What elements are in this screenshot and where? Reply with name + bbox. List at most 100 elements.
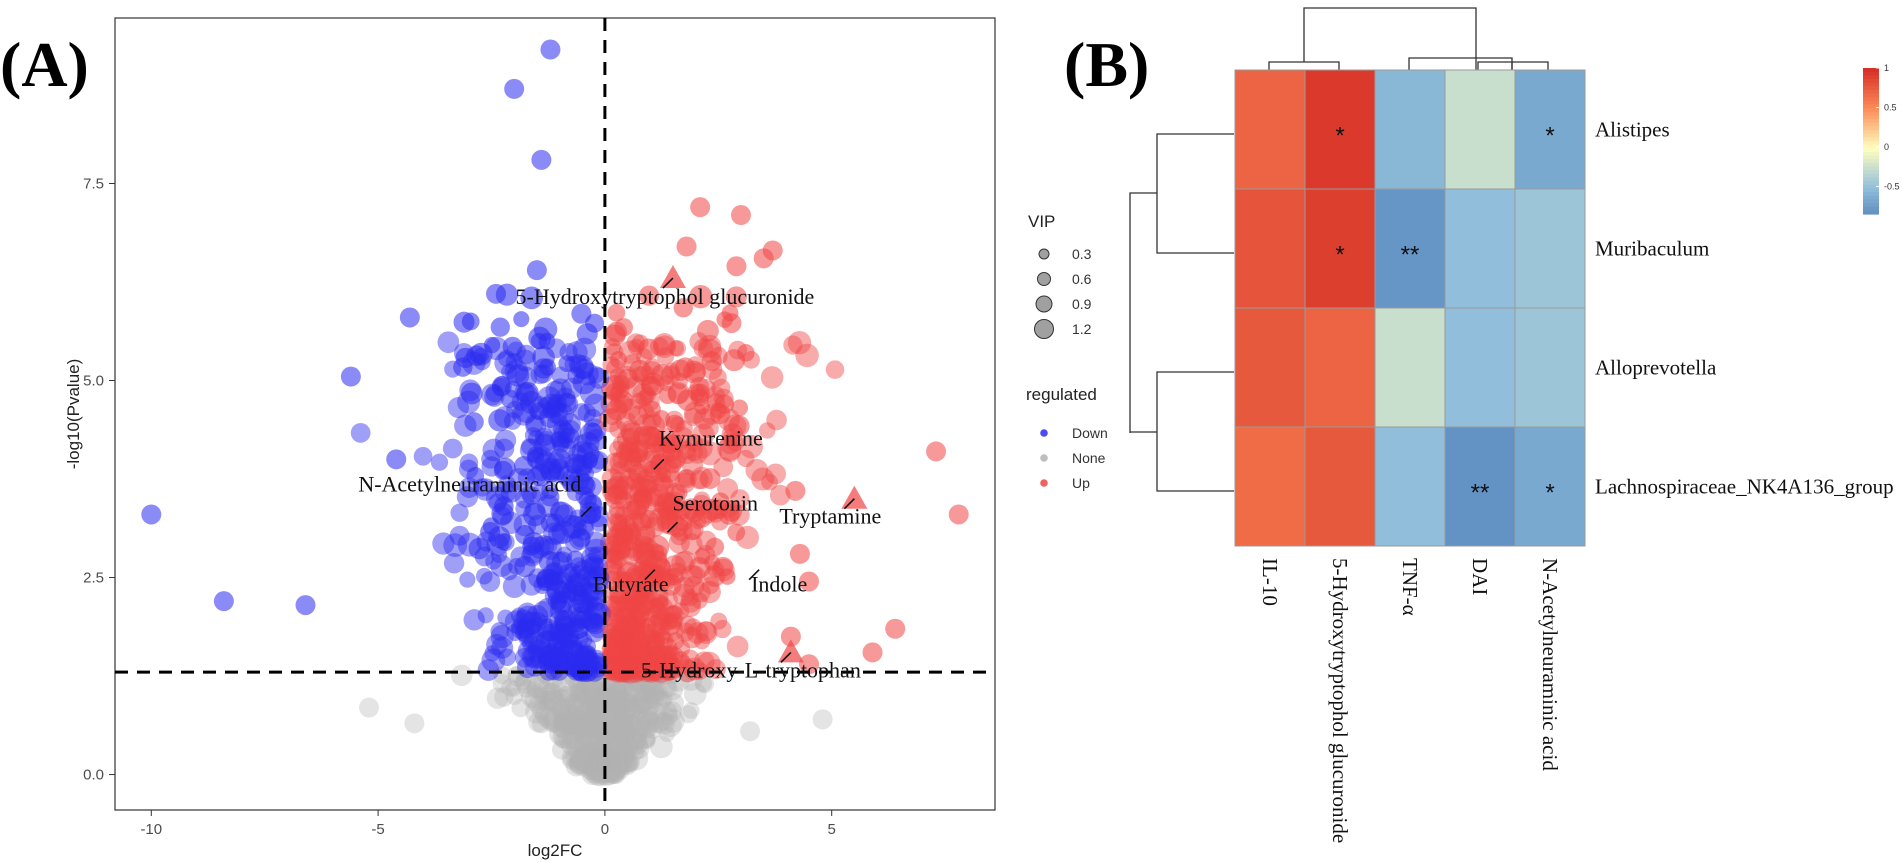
data-point-up <box>652 627 672 646</box>
data-point-down <box>497 475 517 494</box>
heatmap-column-label: N-Acetylneuraminic acid <box>1538 558 1562 771</box>
data-point-none <box>594 763 612 781</box>
data-point-down <box>295 595 316 616</box>
data-point-down <box>490 622 510 641</box>
data-point-down <box>537 651 557 671</box>
data-point-up <box>719 434 741 455</box>
data-point-up <box>630 642 649 662</box>
data-point-up <box>648 564 669 585</box>
data-point-up <box>799 571 820 592</box>
data-point-down <box>512 402 536 426</box>
data-point-up <box>646 483 670 507</box>
data-point-up <box>615 595 632 612</box>
data-point-none <box>642 686 665 709</box>
data-point-down <box>546 652 567 673</box>
data-point-up <box>705 537 725 557</box>
data-point-none <box>546 671 568 693</box>
data-point-none <box>682 702 700 719</box>
data-point-up <box>633 662 650 679</box>
data-point-none <box>626 742 645 761</box>
data-point-down <box>479 571 501 592</box>
data-point-none <box>593 746 617 770</box>
data-point-up <box>677 469 695 487</box>
data-point-down <box>521 645 544 668</box>
colorbar-segment <box>1863 71 1879 76</box>
heatmap-row-label: Lachnospiraceae_NK4A136_group <box>1595 475 1894 499</box>
heatmap-column-label: DAI <box>1468 558 1492 595</box>
data-point-up <box>605 556 623 575</box>
metabolite-label: Tryptamine <box>779 504 881 529</box>
data-point-up <box>679 595 701 618</box>
data-point-none <box>610 760 630 780</box>
data-point-down <box>511 617 529 636</box>
data-point-none <box>602 753 621 772</box>
data-point-down <box>514 555 536 578</box>
data-point-up <box>624 639 646 661</box>
data-point-none <box>581 758 599 776</box>
data-point-up <box>649 644 674 669</box>
data-point-up <box>926 441 947 462</box>
data-point-up <box>632 382 655 405</box>
data-point-none <box>587 752 604 770</box>
data-point-up <box>617 606 637 625</box>
data-point-down <box>443 533 468 558</box>
volcano-ticks: -10 -5 0 5 0.0 2.5 5.0 7.5 <box>83 175 836 838</box>
label-leader-line <box>662 277 674 289</box>
data-point-none <box>552 708 576 732</box>
data-point-down <box>537 649 562 674</box>
data-point-none <box>604 759 624 779</box>
data-point-up <box>672 583 695 606</box>
data-point-up <box>795 343 819 368</box>
data-point-up <box>673 639 691 657</box>
data-point-down <box>506 623 524 642</box>
data-point-down <box>585 582 604 601</box>
data-point-none <box>617 751 639 773</box>
data-point-up <box>685 433 703 452</box>
data-point-up <box>728 415 750 437</box>
data-point-up <box>678 615 697 635</box>
data-point-none <box>610 752 627 770</box>
data-point-up <box>618 659 639 680</box>
data-point-down <box>571 590 595 614</box>
data-point-down <box>532 615 553 636</box>
data-point-up <box>726 433 744 452</box>
data-point-up <box>629 615 650 636</box>
data-point-none <box>598 717 616 735</box>
data-point-up <box>659 644 680 665</box>
data-point-down <box>535 619 554 638</box>
regulated-legend-label: None <box>1072 450 1106 466</box>
data-point-down <box>566 617 589 640</box>
label-leader-line <box>644 569 656 581</box>
data-point-none <box>603 729 621 747</box>
data-point-up <box>621 611 639 629</box>
data-point-up <box>607 303 626 322</box>
data-point-down <box>587 573 609 595</box>
data-point-up <box>609 420 627 438</box>
data-point-none <box>566 668 588 691</box>
colorbar-tick-label: 0 <box>1884 142 1889 152</box>
data-point-down <box>340 366 361 387</box>
data-point-none <box>576 717 598 738</box>
data-point-down <box>584 589 607 612</box>
data-point-none <box>585 681 609 704</box>
data-point-up <box>618 627 635 645</box>
data-point-up <box>621 638 646 663</box>
data-point-none <box>607 684 629 706</box>
data-point-up <box>629 640 652 663</box>
data-point-none <box>580 714 600 735</box>
data-point-none <box>610 752 633 775</box>
data-point-down <box>141 504 162 525</box>
data-point-down <box>537 618 560 642</box>
data-point-down <box>575 644 597 665</box>
heatmap-cell <box>1374 307 1446 428</box>
data-point-none <box>561 746 585 770</box>
data-point-down <box>533 358 554 379</box>
data-point-none <box>556 685 574 703</box>
data-point-up <box>690 388 709 407</box>
volcano-point-cloud <box>350 283 845 787</box>
data-point-none <box>607 745 627 765</box>
data-point-none <box>590 750 608 767</box>
data-point-none <box>563 693 584 714</box>
data-point-none <box>594 761 613 780</box>
data-point-none <box>605 752 630 777</box>
